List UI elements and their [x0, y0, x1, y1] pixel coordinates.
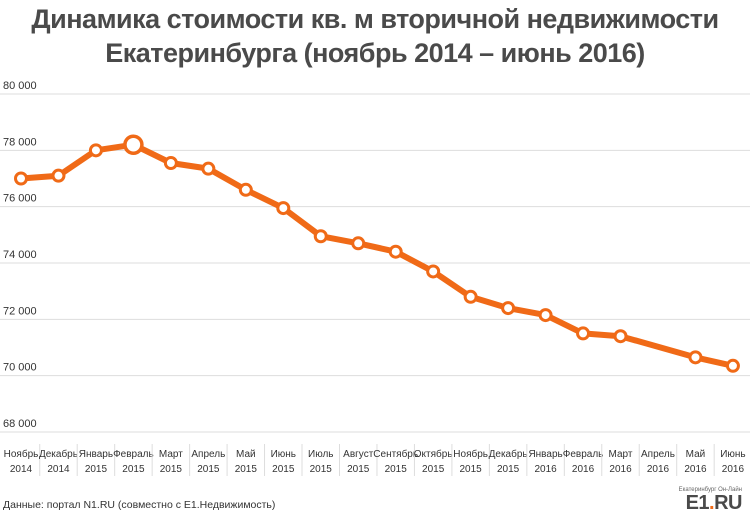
data-point	[238, 182, 253, 197]
x-tick-label-month: Ноябрь	[4, 448, 39, 460]
x-tick-label-year: 2015	[85, 464, 108, 475]
e1-logo: Екатеринбург Он-Лайн E1.RU	[678, 487, 743, 514]
data-point	[613, 329, 628, 344]
x-tick-label-month: Январь	[528, 449, 562, 460]
x-tick-label-month: Декабрь	[489, 448, 528, 460]
data-point	[388, 244, 403, 259]
x-tick-label-year: 2015	[385, 464, 408, 475]
x-tick-label-year: 2015	[197, 464, 220, 475]
logo-dot: .	[709, 492, 715, 514]
data-point	[163, 156, 178, 171]
x-tick-label-year: 2016	[572, 464, 595, 475]
data-point	[426, 264, 441, 279]
data-point	[313, 229, 328, 244]
data-point	[88, 143, 103, 158]
x-tick-label-month: Июль	[308, 449, 334, 460]
x-tick-label-month: Ноябрь	[453, 448, 488, 460]
data-point	[276, 201, 291, 216]
data-point	[501, 301, 516, 316]
x-tick-label-month: Март	[609, 449, 633, 460]
x-tick-label-year: 2016	[609, 464, 632, 475]
x-tick-label-month: Февраль	[113, 449, 154, 460]
x-tick-label-month: Март	[159, 449, 183, 460]
data-point	[351, 236, 366, 251]
x-tick-label-month: Апрель	[641, 449, 675, 460]
chart-title-line-2: Екатеринбурга (ноябрь 2014 – июнь 2016)	[105, 38, 645, 68]
x-tick-label-year: 2015	[422, 464, 445, 475]
x-tick-label-month: Июнь	[271, 449, 296, 460]
data-point	[538, 308, 553, 323]
x-tick-label-year: 2015	[160, 464, 183, 475]
x-tick-label-month: Сентябрь	[373, 448, 418, 460]
logo-tagline: Екатеринбург Он-Лайн	[678, 487, 742, 493]
y-tick-label: 78 000	[3, 136, 37, 148]
y-tick-label: 74 000	[3, 249, 37, 261]
x-tick-label-year: 2016	[722, 464, 745, 475]
x-tick-label-year: 2014	[10, 464, 33, 475]
x-tick-label-year: 2015	[460, 464, 483, 475]
x-tick-label-month: Январь	[79, 449, 113, 460]
x-tick-label-month: Декабрь	[39, 448, 78, 460]
data-point	[201, 161, 216, 176]
x-tick-label-month: Февраль	[563, 449, 604, 460]
data-point	[123, 134, 144, 155]
data-point	[51, 168, 66, 183]
x-tick-label-year: 2015	[310, 464, 333, 475]
x-tick-label-year: 2016	[534, 464, 557, 475]
logo-name-prefix: E1	[685, 492, 710, 514]
y-tick-label: 76 000	[3, 193, 37, 205]
x-tick-label-year: 2016	[647, 464, 670, 475]
y-tick-label: 80 000	[3, 80, 37, 92]
y-tick-label: 72 000	[3, 305, 37, 317]
x-tick-label-month: Май	[236, 449, 256, 460]
chart-title: Динамика стоимости кв. м вторичной недви…	[0, 2, 750, 70]
x-tick-label-month: Май	[686, 449, 706, 460]
x-tick-label-year: 2015	[235, 464, 258, 475]
data-point	[725, 358, 740, 373]
x-tick-label-month: Август	[343, 449, 374, 460]
y-tick-label: 68 000	[3, 418, 37, 430]
chart-title-line-1: Динамика стоимости кв. м вторичной недви…	[31, 4, 719, 34]
x-tick-label-month: Октябрь	[414, 448, 453, 460]
data-point	[463, 289, 478, 304]
data-point	[576, 326, 591, 341]
x-tick-label-year: 2015	[347, 464, 370, 475]
data-point	[14, 171, 28, 186]
x-tick-label-year: 2015	[122, 464, 145, 475]
y-tick-label: 70 000	[3, 362, 37, 374]
x-tick-label-year: 2014	[47, 464, 70, 475]
x-tick-label-month: Апрель	[191, 449, 225, 460]
logo-name-suffix: RU	[714, 492, 742, 514]
logo-wordmark: E1.RU	[679, 492, 743, 514]
data-source-note: Данные: портал N1.RU (совместно с E1.Нед…	[3, 499, 276, 511]
data-point	[688, 350, 703, 365]
x-tick-label-year: 2016	[684, 464, 707, 475]
x-tick-label-year: 2015	[497, 464, 520, 475]
x-tick-label-month: Июнь	[720, 449, 745, 460]
x-tick-label-year: 2015	[272, 464, 295, 475]
